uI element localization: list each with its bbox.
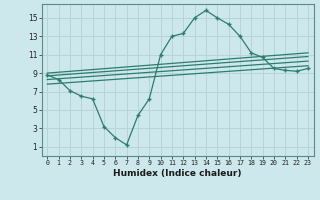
X-axis label: Humidex (Indice chaleur): Humidex (Indice chaleur) (113, 169, 242, 178)
